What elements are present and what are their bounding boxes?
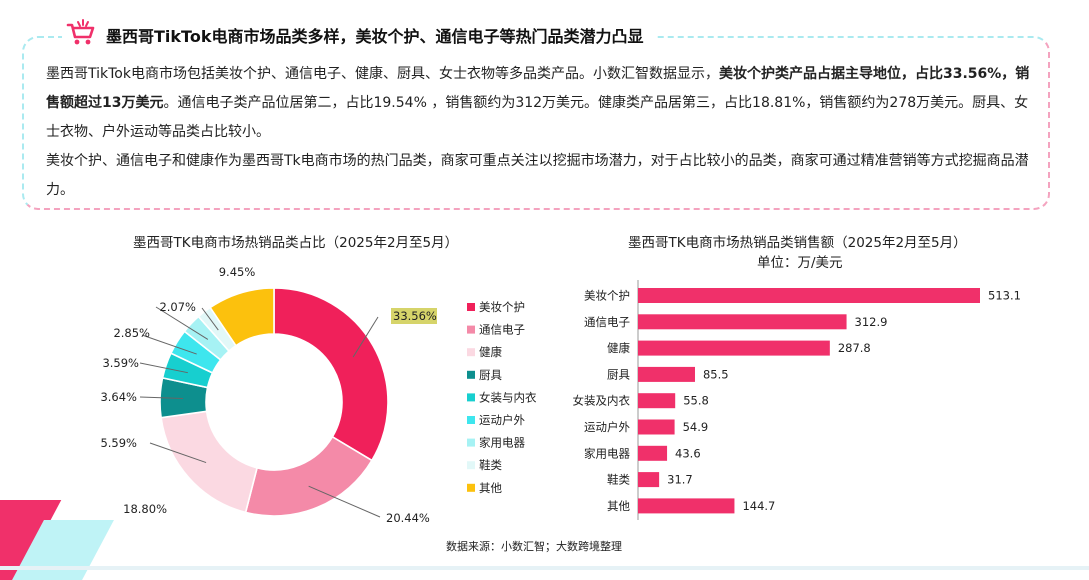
legend-swatch xyxy=(467,438,475,447)
legend-swatch xyxy=(467,348,475,357)
donut-slice-2 xyxy=(244,435,373,517)
bar-8 xyxy=(638,472,660,488)
legend-item: 女装与内衣 xyxy=(479,390,537,404)
bar-3 xyxy=(638,340,830,356)
donut-leader-line xyxy=(141,334,197,355)
donut-chart-title: 墨西哥TK电商市场热销品类占比（2025年2月至5月） xyxy=(133,235,459,251)
donut-value-label: 3.59% xyxy=(102,356,139,370)
data-source-note: 数据来源：小数汇智；大数跨境整理 xyxy=(446,540,622,553)
legend-item: 家用电器 xyxy=(479,436,525,450)
bar-value-label: 287.8 xyxy=(838,341,871,355)
bar-category-label: 健康 xyxy=(607,341,630,355)
page-header: 墨西哥TikTok电商市场品类多样，美妆个护、通信电子等热门品类潜力凸显 xyxy=(62,19,658,51)
donut-leader-line xyxy=(139,362,188,374)
bar-category-label: 家用电器 xyxy=(584,446,630,460)
bar-value-label: 312.9 xyxy=(855,315,888,329)
donut-leader-line xyxy=(352,316,379,358)
bar-4 xyxy=(638,366,695,382)
donut-value-label: 33.56% xyxy=(393,309,437,323)
legend-item: 健康 xyxy=(479,345,502,359)
bar-1 xyxy=(638,288,980,303)
bar-category-label: 运动户外 xyxy=(584,420,630,434)
donut-chart: 33.56% 20.44% 18.80% 5.59% 3.64% 3.59% 2.85% 2.… xyxy=(100,265,537,525)
bar-value-label: 513.1 xyxy=(988,289,1021,303)
bar-7 xyxy=(638,445,668,461)
legend-item: 鞋类 xyxy=(479,458,502,472)
bar-chart: 美妆个护 513.1 通信电子 312.9 健康 287.8 厨具 85.5 女装及内衣 55.8… xyxy=(573,280,1021,520)
bar-category-label: 其他 xyxy=(607,499,630,513)
legend-swatch xyxy=(467,483,475,492)
donut-value-label: 20.44% xyxy=(386,511,430,525)
donut-leader-line xyxy=(149,442,207,464)
page-title: 墨西哥TikTok电商市场品类多样，美妆个护、通信电子等热门品类潜力凸显 xyxy=(106,27,644,46)
donut-slice-1 xyxy=(273,287,389,462)
legend-swatch xyxy=(467,461,475,470)
summary-paragraph-2: 美妆个护、通信电子和健康作为墨西哥Tk电商市场的热门品类，商家可重点关注以挖掘市… xyxy=(46,153,1029,198)
bar-category-label: 通信电子 xyxy=(584,315,630,329)
bar-value-label: 43.6 xyxy=(675,446,701,460)
donut-value-label: 9.45% xyxy=(219,265,256,279)
legend-swatch xyxy=(467,393,475,402)
donut-value-label: 18.80% xyxy=(123,502,167,516)
donut-slice-3 xyxy=(160,410,259,514)
donut-leader-line xyxy=(139,396,184,400)
bar-value-label: 31.7 xyxy=(667,473,693,487)
legend-item: 运动户外 xyxy=(479,413,525,427)
shopping-cart-icon xyxy=(66,19,96,51)
bar-5 xyxy=(638,393,676,409)
summary-highlight: 美妆个护类产品占据主导地位，占比33.56%，销售额超过13万美元 xyxy=(46,66,1030,111)
donut-value-label: 2.85% xyxy=(113,326,150,340)
bar-9 xyxy=(638,498,735,514)
legend-item: 美妆个护 xyxy=(479,300,525,314)
donut-slice-9 xyxy=(209,287,275,347)
bar-value-label: 85.5 xyxy=(703,367,729,381)
legend-swatch xyxy=(467,416,475,424)
bar-2 xyxy=(638,314,847,330)
legend-swatch xyxy=(467,370,475,379)
summary-paragraph-1: 墨西哥TikTok电商市场包括美妆个护、通信电子、健康、厨具、女士衣物等多品类产… xyxy=(46,66,1030,140)
bar-value-label: 54.9 xyxy=(683,420,709,434)
legend-swatch xyxy=(467,325,475,334)
donut-leader-line xyxy=(308,485,381,518)
summary-text: 墨西哥TikTok电商市场包括美妆个护、通信电子、健康、厨具、女士衣物等多品类产… xyxy=(46,60,1036,205)
bar-value-label: 55.8 xyxy=(683,394,709,408)
donut-value-label: 2.07% xyxy=(159,300,196,314)
legend-swatch xyxy=(467,303,475,311)
donut-value-label: 3.64% xyxy=(100,390,137,404)
bar-category-label: 女装及内衣 xyxy=(573,394,631,408)
bar-6 xyxy=(638,419,675,435)
legend-item: 其他 xyxy=(479,481,502,495)
bar-chart-subtitle: 单位：万/美元 xyxy=(757,255,843,271)
bar-category-label: 厨具 xyxy=(607,367,630,381)
bar-chart-title: 墨西哥TK电商市场热销品类销售额（2025年2月至5月） xyxy=(628,235,967,251)
donut-leader-line xyxy=(155,306,209,340)
bar-category-label: 美妆个护 xyxy=(584,289,630,303)
bar-category-label: 鞋类 xyxy=(607,473,630,487)
bottom-divider xyxy=(0,566,1089,570)
donut-value-label: 5.59% xyxy=(100,436,137,450)
label-highlight xyxy=(391,308,437,324)
legend-item: 厨具 xyxy=(479,368,502,382)
bar-value-label: 144.7 xyxy=(742,499,775,513)
legend-item: 通信电子 xyxy=(479,323,525,337)
donut-leader-line xyxy=(201,307,219,331)
